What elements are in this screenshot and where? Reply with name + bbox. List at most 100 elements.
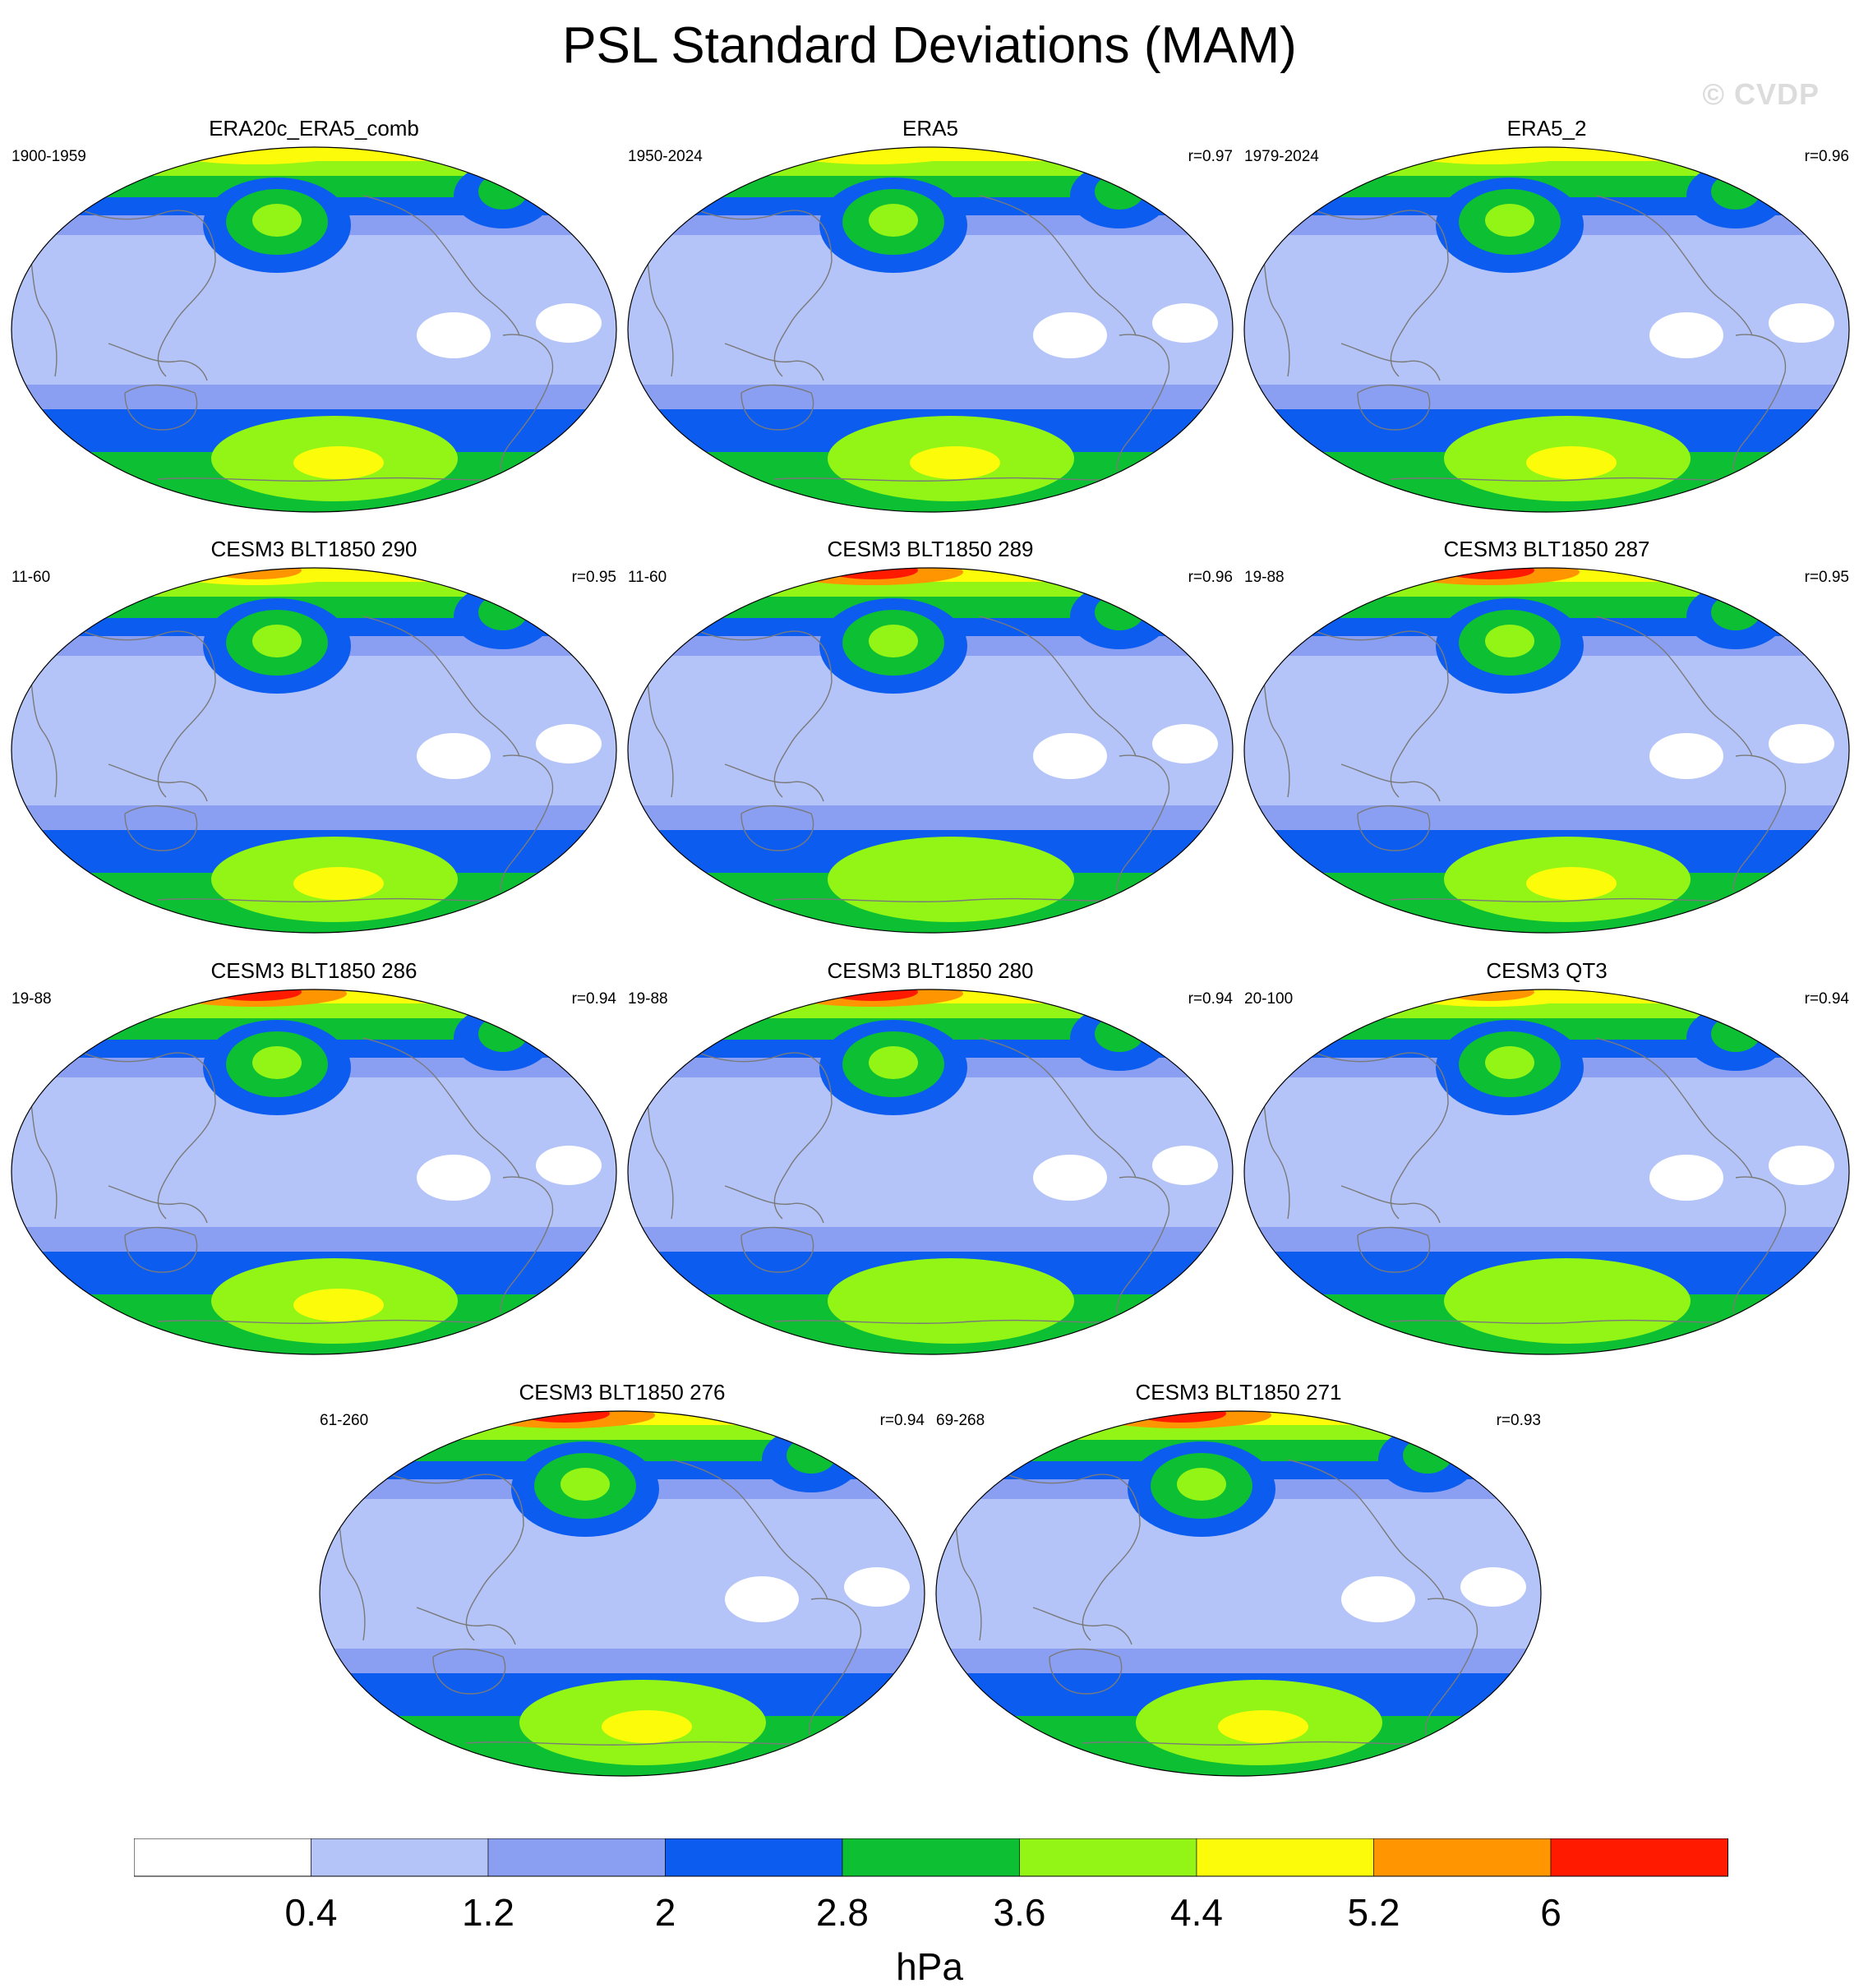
panel-period: 69-268	[936, 1412, 985, 1429]
low-var-patch	[1152, 724, 1218, 763]
map-panel: CESM3 BLT1850 276 61-260 r=0.94	[318, 1379, 926, 1777]
band-1.2-2	[12, 1227, 616, 1252]
panel-title: CESM3 QT3	[1486, 958, 1608, 983]
nh-blob-core	[252, 1046, 302, 1079]
nh-blob-core	[1177, 1468, 1226, 1501]
colorbar-box	[134, 1838, 311, 1877]
map-panel: CESM3 BLT1850 280 19-88 r=0.94	[626, 957, 1234, 1355]
south-america-coastline	[1732, 334, 1787, 472]
antarctica-coastline	[773, 477, 1137, 482]
sh-peak-core	[1526, 446, 1617, 479]
nh-blob-core	[869, 1046, 918, 1079]
south-america-coastline	[1732, 754, 1787, 893]
antarctica-coastline	[465, 1741, 828, 1746]
band-1.2-2	[628, 805, 1233, 830]
colorbar-tick-label: 1.2	[462, 1891, 514, 1934]
colorbar-tick-label: 0.4	[285, 1891, 338, 1934]
map-outline	[1243, 567, 1850, 934]
sh-peak-core	[1218, 1710, 1308, 1743]
antarctica-coastline	[773, 1319, 1137, 1324]
map	[1243, 146, 1850, 513]
low-var-patch	[1649, 733, 1723, 779]
nh-blob-core	[560, 1468, 610, 1501]
antarctica-coastline	[1082, 1741, 1445, 1746]
colorbar-tick-label: 2	[655, 1891, 676, 1934]
panel-title: CESM3 BLT1850 271	[1135, 1380, 1342, 1405]
cvdp-watermark: © CVDP	[1702, 77, 1820, 111]
map	[11, 989, 617, 1355]
panel-title: CESM3 BLT1850 276	[519, 1380, 726, 1405]
antarctica-coastline	[157, 477, 520, 482]
panel-title: ERA5	[902, 116, 958, 141]
maritime-continent-coastline	[108, 763, 208, 802]
low-var-patch	[536, 724, 602, 763]
map-outline	[11, 989, 617, 1355]
map-panel: CESM3 QT3 20-100 r=0.94	[1243, 957, 1851, 1355]
north-america-coastline	[671, 1459, 828, 1600]
pattern-correlation: r=0.96	[1804, 148, 1849, 165]
nh-blob-core	[1485, 1046, 1534, 1079]
panel-period: 19-88	[12, 990, 52, 1008]
asia-coastline	[67, 203, 216, 377]
north-america-coastline	[979, 1037, 1137, 1179]
maritime-continent-coastline	[1032, 1607, 1132, 1645]
colorbar-box	[1550, 1838, 1728, 1877]
north-america-coastline	[979, 195, 1137, 336]
south-america-coastline	[808, 1598, 862, 1736]
panel-period: 20-100	[1244, 990, 1294, 1008]
map-panel: ERA5_2 1979-2024 r=0.96	[1243, 115, 1851, 513]
low-var-patch	[725, 1576, 799, 1622]
pattern-correlation: r=0.93	[1496, 1412, 1541, 1429]
south-america-coastline	[1116, 1176, 1170, 1314]
australia-coastline	[432, 1648, 506, 1695]
north-america-coastline	[362, 616, 520, 757]
map	[627, 567, 1234, 934]
australia-coastline	[1357, 1226, 1431, 1273]
asia-coastline	[1299, 624, 1449, 798]
antarctica-coastline	[1390, 1319, 1753, 1324]
south-america-coastline	[1116, 334, 1170, 472]
asia-coastline	[683, 624, 833, 798]
map-outline	[627, 567, 1234, 934]
nh-blob-core	[252, 625, 302, 657]
pattern-correlation: r=0.97	[1188, 148, 1233, 165]
nh-blob-core	[252, 204, 302, 237]
maritime-continent-coastline	[724, 343, 824, 381]
panel-title: ERA5_2	[1506, 116, 1587, 141]
sh-peak-core	[910, 446, 1000, 479]
panel-period: 11-60	[628, 569, 667, 586]
panel-period: 1900-1959	[12, 148, 86, 165]
map-panel: CESM3 BLT1850 271 69-268 r=0.93	[934, 1379, 1543, 1777]
australia-coastline	[1357, 805, 1431, 851]
colorbar-box	[1196, 1838, 1374, 1877]
map-panel: ERA20c_ERA5_comb 1900-1959	[10, 115, 618, 513]
low-var-patch	[844, 1567, 910, 1607]
low-var-patch	[417, 1155, 491, 1201]
north-america-coastline	[1595, 1037, 1753, 1179]
colorbar-tick-label: 4.4	[1170, 1891, 1223, 1934]
australia-coastline	[1049, 1648, 1123, 1695]
maritime-continent-coastline	[1340, 343, 1441, 381]
antarctica-coastline	[157, 1319, 520, 1324]
asia-coastline	[375, 1467, 524, 1641]
low-var-patch	[1152, 1146, 1218, 1185]
maritime-continent-coastline	[724, 1185, 824, 1224]
north-america-coastline	[1287, 1459, 1445, 1600]
low-var-patch	[1460, 1567, 1526, 1607]
low-var-patch	[1769, 303, 1834, 343]
maritime-continent-coastline	[108, 343, 208, 381]
low-var-patch	[536, 303, 602, 343]
asia-coastline	[1299, 1045, 1449, 1220]
map	[1243, 567, 1850, 934]
maritime-continent-coastline	[108, 1185, 208, 1224]
map-panel: CESM3 BLT1850 289 11-60 r=0.96	[626, 536, 1234, 934]
band-1.2-2	[1244, 1227, 1849, 1252]
map-outline	[1243, 146, 1850, 513]
map-panel: CESM3 BLT1850 286 19-88 r=0.94	[10, 957, 618, 1355]
north-america-coastline	[1595, 195, 1753, 336]
maritime-continent-coastline	[416, 1607, 516, 1645]
panel-period: 19-88	[1244, 569, 1285, 586]
colorbar-tick-label: 3.6	[994, 1891, 1046, 1934]
north-america-coastline	[979, 616, 1137, 757]
low-var-patch	[1649, 1155, 1723, 1201]
